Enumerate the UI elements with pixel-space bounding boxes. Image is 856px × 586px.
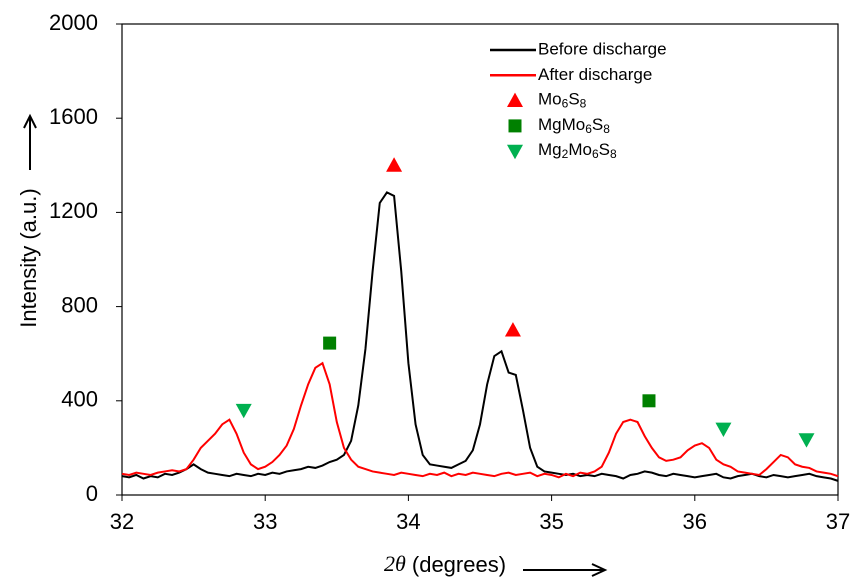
y-tick-label: 2000 (49, 10, 98, 35)
plot-frame (121, 23, 839, 496)
marker-triangle-down (715, 422, 732, 438)
data-line (121, 191, 839, 482)
y-tick-label: 1200 (49, 198, 98, 223)
legend-label: Mg2Mo6S8 (538, 141, 617, 162)
marker-triangle-up (386, 157, 403, 172)
x-tick-label: 37 (826, 509, 850, 534)
data-line (121, 361, 839, 479)
marker-square (323, 336, 337, 350)
x-tick-label: 36 (683, 509, 707, 534)
legend-label: MgMo6S8 (538, 115, 610, 136)
legend-marker (507, 144, 523, 160)
x-axis-label: 2θ (degrees) (384, 551, 506, 577)
x-arrow (523, 563, 608, 577)
y-axis-label: Intensity (a.u.) (16, 188, 41, 327)
y-tick-label: 0 (86, 481, 98, 506)
x-tick-label: 33 (253, 509, 277, 534)
y-tick-label: 400 (61, 387, 98, 412)
x-tick-label: 35 (539, 509, 563, 534)
marker-triangle-up (504, 322, 521, 337)
y-tick-label: 1600 (49, 104, 98, 129)
y-tick-label: 800 (61, 292, 98, 317)
legend-label: After discharge (538, 65, 652, 84)
legend-marker (507, 92, 523, 107)
legend-label: Mo6S8 (538, 90, 587, 111)
legend-label: Before discharge (538, 39, 667, 58)
x-tick-label: 32 (110, 509, 134, 534)
marker-square (642, 394, 656, 408)
x-tick-label: 34 (396, 509, 420, 534)
y-arrow (23, 113, 37, 170)
marker-triangle-down (235, 403, 252, 419)
legend-marker (508, 119, 522, 133)
marker-triangle-down (798, 433, 815, 448)
